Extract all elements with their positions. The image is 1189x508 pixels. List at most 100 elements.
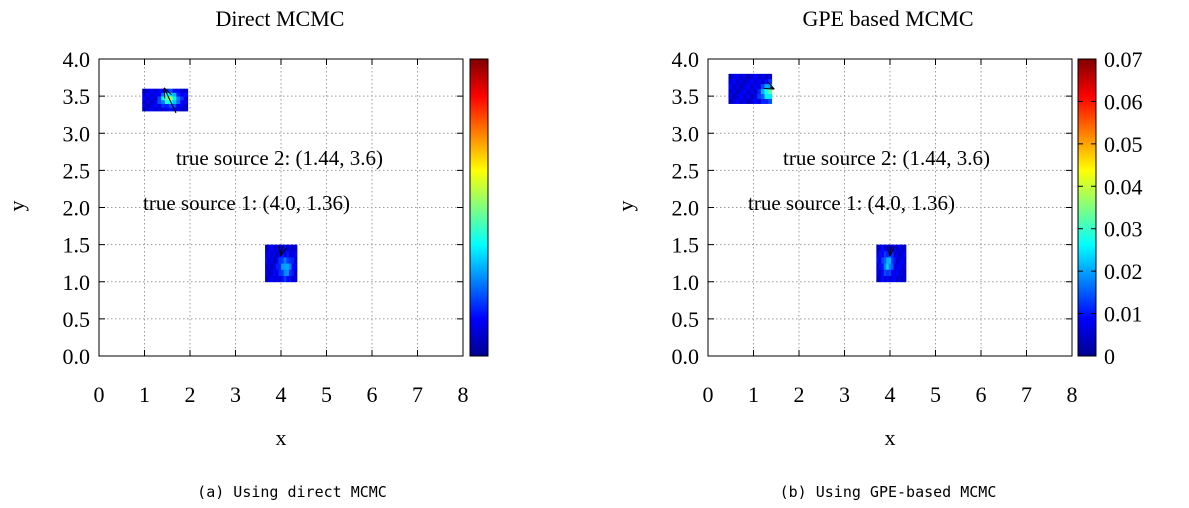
heatmap-cell	[294, 275, 298, 283]
heatmap-cell	[161, 103, 166, 108]
chart-title: GPE based MCMC	[802, 6, 973, 31]
heatmap-cell	[900, 244, 904, 252]
heatmap-cell	[883, 244, 887, 252]
heatmap-cell	[288, 244, 293, 252]
x-tick-label: 7	[1021, 382, 1032, 407]
heatmap-cell	[168, 103, 173, 108]
heatmap-cell	[149, 92, 154, 97]
heatmap-cell	[753, 88, 758, 95]
heatmap-cell	[183, 92, 189, 97]
y-tick-label: 2.5	[672, 158, 700, 183]
heatmap-cell	[735, 78, 740, 85]
heatmap-cell	[164, 107, 170, 112]
heatmap-cell	[180, 103, 185, 108]
heatmap-cell	[768, 83, 773, 90]
heatmap-cell	[283, 269, 287, 276]
heatmap-cell	[153, 99, 158, 104]
heatmap-cell	[898, 275, 902, 283]
y-tick-label: 1.0	[672, 270, 700, 295]
heatmap-cell	[891, 244, 895, 252]
heatmap-cell	[898, 244, 902, 252]
heatmap-cell	[270, 244, 274, 252]
heatmap-cell	[270, 257, 274, 264]
heatmap-cell	[149, 88, 154, 93]
heatmap-cell	[876, 250, 880, 258]
heatmap-cell	[732, 88, 737, 95]
y-tick-label: 3.5	[63, 84, 91, 109]
heatmap-cell	[267, 275, 271, 283]
heatmap-cell	[172, 88, 177, 93]
x-tick-label: 3	[230, 382, 241, 407]
heatmap-cell	[278, 244, 282, 252]
heatmap-cell	[900, 263, 904, 270]
heatmap-cell	[164, 103, 170, 108]
heatmap-region-1	[728, 73, 773, 104]
heatmap-cell	[142, 99, 147, 104]
heatmap-cell	[275, 250, 279, 258]
heatmap-cell	[903, 269, 907, 276]
y-tick-label: 3.0	[672, 121, 700, 146]
heatmap-cell	[764, 88, 769, 95]
heatmap-cell	[893, 263, 897, 270]
heatmap-cell	[768, 93, 773, 99]
heatmap-cell	[728, 78, 733, 85]
heatmap-cell	[750, 88, 755, 95]
x-tick-label: 4	[885, 382, 896, 407]
x-tick-label: 7	[412, 382, 423, 407]
heatmap-cell	[768, 98, 773, 104]
colorbar	[1077, 58, 1097, 357]
heatmap-cell	[750, 78, 755, 85]
heatmap-cell	[878, 244, 882, 252]
heatmap-cell	[267, 244, 271, 252]
heatmap-cell	[757, 93, 762, 99]
heatmap-cell	[265, 250, 269, 258]
heatmap-cell	[883, 275, 887, 283]
heatmap-cell	[161, 107, 166, 112]
heatmap-cell	[146, 96, 151, 101]
heatmap-cell	[728, 73, 733, 80]
heatmap-cell	[760, 73, 765, 80]
y-axis-label: y	[613, 201, 638, 212]
heatmap-cell	[746, 98, 751, 104]
heatmap-cell	[142, 96, 147, 101]
heatmap-cell	[757, 88, 762, 95]
heatmap-cell	[275, 269, 279, 276]
x-tick-label: 6	[367, 382, 378, 407]
heatmap-cell	[898, 269, 902, 276]
heatmap-cell	[288, 263, 293, 270]
annotation-label: true source 2: (1.44, 3.6)	[783, 146, 990, 170]
heatmap-cell	[764, 83, 769, 90]
heatmap-cell	[903, 250, 907, 258]
heatmap-cell	[176, 96, 181, 101]
y-tick-label: 1.0	[63, 270, 91, 295]
heatmap-cell	[286, 263, 290, 270]
heatmap-cell	[903, 275, 907, 283]
heatmap-cell	[903, 244, 907, 252]
heatmap-cell	[265, 269, 269, 276]
heatmap-cell	[267, 257, 271, 264]
heatmap-cell	[142, 88, 147, 93]
heatmap-cell	[881, 269, 885, 276]
heatmap-cell	[281, 263, 285, 270]
heatmap-cell	[286, 244, 290, 252]
x-tick-label: 1	[748, 382, 759, 407]
heatmap-cell	[896, 269, 899, 276]
heatmap-cell	[153, 92, 158, 97]
colorbar-tick-label: 0.07	[1104, 47, 1143, 72]
heatmap-cell	[888, 269, 892, 276]
panel-b: GPE based MCMC 0 1 2 3 4 5 6 7 8 0.0 0.5 1.0 1.5 2.0 2.…	[613, 6, 1143, 501]
heatmap-cell	[172, 96, 177, 101]
heatmap-cell	[278, 263, 282, 270]
heatmap-cell	[900, 257, 904, 264]
heatmap-cell	[898, 250, 902, 258]
heatmap-cell	[886, 263, 890, 270]
y-tick-label: 0.5	[63, 307, 91, 332]
y-tick-label: 4.0	[63, 47, 91, 72]
heatmap-cell	[891, 263, 895, 270]
y-tick-label: 3.5	[672, 84, 700, 109]
y-tick-label: 0.5	[672, 307, 700, 332]
panel-caption: (a) Using direct MCMC	[197, 483, 387, 501]
heatmap-cell	[746, 93, 751, 99]
heatmap-cell	[886, 257, 890, 264]
annotation-arrow	[165, 89, 177, 114]
